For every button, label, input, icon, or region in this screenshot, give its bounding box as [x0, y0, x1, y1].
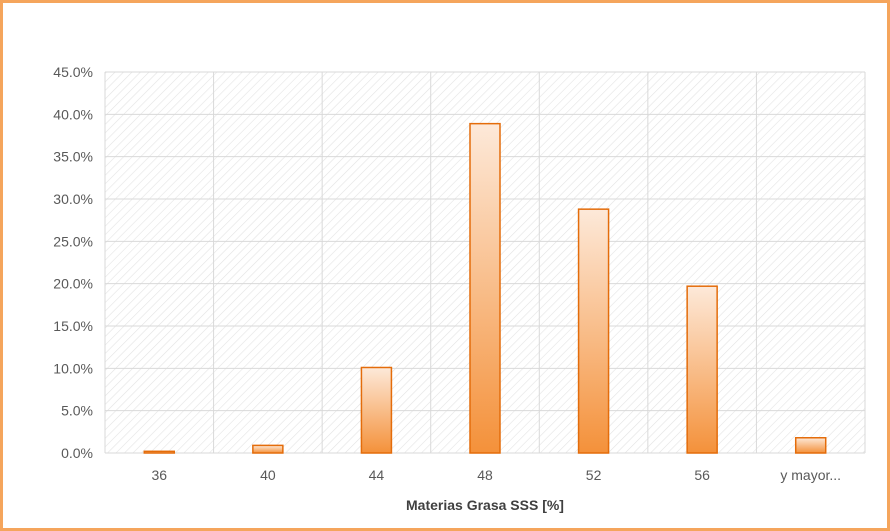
y-tick-label: 30.0% — [53, 191, 93, 207]
bar-52 — [577, 208, 610, 454]
y-tick-label: 15.0% — [53, 318, 93, 334]
y-tick-label: 40.0% — [53, 106, 93, 122]
x-tick-label: 36 — [151, 467, 167, 483]
bar-40 — [252, 444, 284, 454]
x-tick-label: 48 — [477, 467, 493, 483]
bar-36 — [143, 450, 176, 454]
y-tick-label: 20.0% — [53, 276, 93, 292]
y-tick-label: 35.0% — [53, 149, 93, 165]
y-tick-label: 0.0% — [61, 445, 93, 461]
bar-y-mayor — [794, 437, 827, 454]
x-tick-label: 52 — [586, 467, 602, 483]
x-tick-label: 40 — [260, 467, 276, 483]
bars — [143, 122, 827, 454]
x-tick-label: 56 — [694, 467, 710, 483]
x-axis-title: Materias Grasa SSS [%] — [406, 497, 564, 513]
y-tick-label: 45.0% — [53, 64, 93, 80]
y-tick-label: 5.0% — [61, 403, 93, 419]
y-tick-label: 25.0% — [53, 233, 93, 249]
x-tick-label: 44 — [369, 467, 385, 483]
bar-44 — [360, 366, 393, 454]
bar-48 — [469, 122, 501, 454]
y-axis-ticks: 0.0% 5.0% 10.0% 15.0% 20.0% 25.0% 30.0% 35.0% 40… — [53, 64, 93, 461]
bar-56 — [686, 285, 718, 454]
y-tick-label: 10.0% — [53, 360, 93, 376]
x-axis-ticks: 36 40 44 48 52 56 y mayor... — [151, 467, 841, 483]
x-tick-label: y mayor... — [780, 467, 841, 483]
